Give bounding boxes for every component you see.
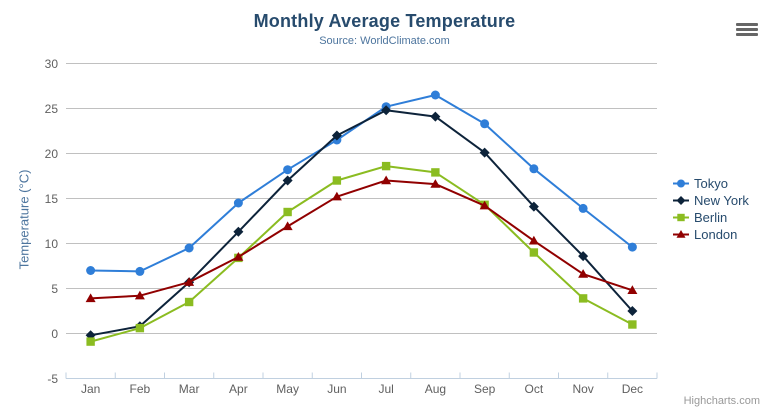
data-point-tokyo[interactable] — [184, 243, 194, 253]
data-point-berlin[interactable] — [332, 176, 342, 185]
legend-marker-shape — [677, 213, 685, 222]
data-point-new-york[interactable] — [528, 201, 539, 212]
y-axis-label: 20 — [44, 146, 58, 161]
x-axis-label: Mar — [178, 382, 200, 396]
data-point-tokyo[interactable] — [578, 203, 588, 213]
x-axis-label: Jun — [327, 382, 347, 396]
data-point-new-york[interactable] — [627, 306, 638, 316]
x-axis-label: Sep — [473, 382, 496, 396]
x-axis-label: Aug — [424, 382, 447, 396]
data-point-london[interactable] — [528, 235, 539, 245]
series-line-tokyo[interactable] — [89, 94, 634, 273]
data-point-berlin[interactable] — [184, 297, 194, 307]
data-point-tokyo[interactable] — [86, 266, 96, 275]
data-point-new-york[interactable] — [233, 226, 244, 237]
data-point-london[interactable] — [184, 277, 195, 286]
data-point-london[interactable] — [233, 252, 244, 261]
legend-item-label: Tokyo — [694, 176, 728, 191]
data-point-berlin[interactable] — [135, 323, 145, 333]
y-axis-label: 5 — [51, 281, 58, 296]
data-point-berlin[interactable] — [628, 320, 637, 329]
y-axis-label: 30 — [44, 56, 58, 71]
x-axis-label: Dec — [621, 382, 644, 396]
legend-marker-shape — [676, 230, 686, 238]
data-point-berlin[interactable] — [529, 248, 539, 257]
data-point-new-york[interactable] — [331, 130, 342, 141]
data-point-berlin[interactable] — [431, 168, 440, 177]
y-axis-label: 10 — [44, 236, 58, 251]
legend-item-berlin[interactable]: Berlin — [673, 209, 749, 226]
series-line-new-york[interactable] — [89, 109, 634, 337]
x-axis-label: Jul — [378, 382, 394, 396]
data-point-berlin[interactable] — [381, 161, 391, 171]
series-london[interactable] — [85, 175, 638, 303]
hamburger-menu-icon — [736, 22, 758, 36]
data-point-london[interactable] — [134, 290, 145, 300]
data-point-new-york[interactable] — [578, 251, 589, 262]
highcharts-credit-link[interactable]: Highcharts.com — [683, 395, 760, 407]
data-point-london[interactable] — [479, 200, 490, 210]
y-axis-label: 25 — [44, 101, 58, 116]
series-new-york[interactable] — [85, 105, 638, 341]
data-point-london[interactable] — [430, 179, 441, 188]
chart-subtitle: Source: WorldClimate.com — [319, 35, 450, 47]
data-point-tokyo[interactable] — [627, 242, 637, 252]
data-point-new-york[interactable] — [430, 111, 441, 122]
data-point-tokyo[interactable] — [430, 90, 440, 100]
data-point-berlin[interactable] — [283, 207, 292, 217]
x-axis-label: Jan — [80, 382, 101, 396]
data-point-new-york[interactable] — [479, 147, 490, 158]
data-point-london[interactable] — [627, 285, 638, 294]
legend-item-tokyo[interactable]: Tokyo — [673, 175, 749, 192]
data-point-berlin[interactable] — [86, 337, 95, 346]
data-point-london[interactable] — [282, 221, 293, 231]
legend: Tokyo New York Berlin London — [673, 175, 749, 243]
data-point-new-york[interactable] — [381, 105, 392, 116]
legend-marker-shape — [676, 196, 686, 205]
data-point-london[interactable] — [381, 175, 392, 185]
data-point-london[interactable] — [331, 191, 342, 201]
data-point-tokyo[interactable] — [233, 198, 243, 208]
data-point-berlin[interactable] — [578, 294, 588, 303]
data-point-tokyo[interactable] — [283, 165, 293, 175]
legend-marker-shape — [677, 179, 685, 188]
legend-marker-new-york-icon — [673, 196, 689, 205]
legend-item-label: Berlin — [694, 210, 728, 225]
x-axis-label: Nov — [572, 382, 594, 396]
legend-marker-london-icon — [673, 230, 689, 238]
legend-item-label: London — [694, 227, 738, 242]
series-tokyo[interactable] — [86, 90, 637, 276]
x-axis-label: Feb — [129, 382, 151, 396]
data-point-tokyo[interactable] — [135, 266, 145, 276]
series-line-london[interactable] — [89, 179, 634, 300]
y-axis-label: 0 — [51, 326, 58, 341]
data-point-london[interactable] — [578, 269, 589, 278]
chart-title: Monthly Average Temperature — [253, 11, 516, 31]
chart-context-menu-button[interactable] — [732, 16, 762, 42]
x-axis-label: Apr — [229, 382, 248, 396]
data-point-tokyo[interactable] — [529, 164, 539, 174]
data-point-new-york[interactable] — [282, 175, 293, 186]
legend-marker-tokyo-icon — [673, 179, 689, 188]
y-axis-label: 15 — [44, 191, 58, 206]
legend-item-new-york[interactable]: New York — [673, 192, 749, 209]
legend-marker-berlin-icon — [673, 213, 689, 222]
legend-item-label: New York — [694, 193, 749, 208]
x-axis-label: May — [276, 382, 299, 396]
legend-item-london[interactable]: London — [673, 226, 749, 243]
data-point-london[interactable] — [85, 293, 96, 303]
x-axis-label: Oct — [524, 382, 544, 396]
series-line-berlin[interactable] — [89, 165, 634, 343]
y-axis-label: -5 — [47, 371, 58, 386]
data-point-tokyo[interactable] — [480, 119, 490, 129]
